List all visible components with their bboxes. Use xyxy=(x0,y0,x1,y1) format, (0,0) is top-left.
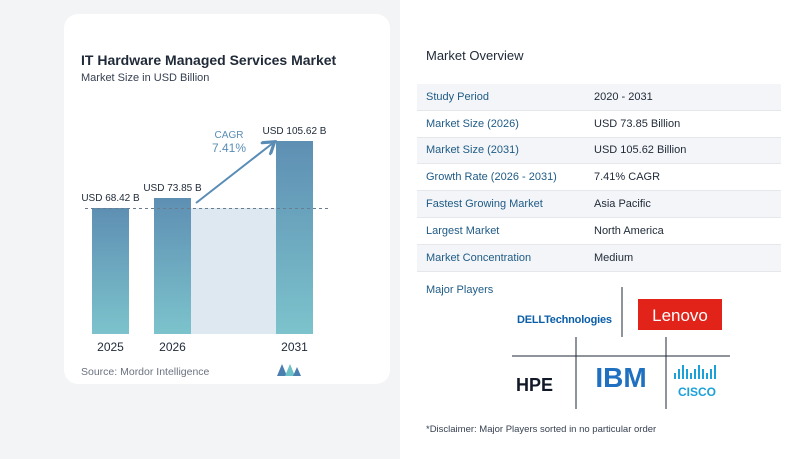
overview-value: Asia Pacific xyxy=(594,198,651,211)
svg-text:HPE: HPE xyxy=(516,375,553,395)
data-label-2031: USD 105.62 B xyxy=(263,126,327,137)
category-label-2031: 2031 xyxy=(281,340,308,354)
overview-row: Study Period 2020 - 2031 xyxy=(417,84,781,111)
cagr-label: CAGR xyxy=(215,130,244,141)
players-logos: DELLTechnologies Lenovo HPE IBM CISCO xyxy=(512,287,730,409)
chart-title: IT Hardware Managed Services Market xyxy=(81,52,337,68)
overview-label: Study Period xyxy=(426,90,489,103)
bar-2025 xyxy=(92,208,129,334)
cagr-arrow xyxy=(195,143,273,204)
bar-2031 xyxy=(276,141,313,334)
ibm-logo-icon: IBM xyxy=(595,362,646,393)
overview-row: Market Concentration Medium xyxy=(417,244,781,272)
overview-value: Medium xyxy=(594,251,634,264)
data-label-2025: USD 68.42 B xyxy=(81,193,140,204)
cagr-value: 7.41% xyxy=(212,141,246,155)
overview-row: Fastest Growing Market Asia Pacific xyxy=(417,191,781,218)
overview-value: USD 105.62 Billion xyxy=(594,144,687,157)
overview-row: Market Size (2031) USD 105.62 Billion xyxy=(417,137,781,165)
disclaimer: *Disclaimer: Major Players sorted in no … xyxy=(426,424,657,435)
svg-text:Lenovo: Lenovo xyxy=(652,306,708,325)
players-title: Major Players xyxy=(426,284,494,296)
mordor-logo-icon xyxy=(277,364,301,376)
overview-label: Market Size (2031) xyxy=(426,144,519,157)
overview-panel xyxy=(400,0,800,459)
overview-value: USD 73.85 Billion xyxy=(594,117,681,130)
dell-logo-icon: DELLTechnologies xyxy=(517,314,612,326)
overview-value: 2020 - 2031 xyxy=(594,90,653,103)
svg-text:DELLTechnologies: DELLTechnologies xyxy=(517,314,612,326)
overview-label: Largest Market xyxy=(426,224,500,237)
overview-label: Fastest Growing Market xyxy=(426,198,543,211)
overview-row: Largest Market North America xyxy=(417,218,781,245)
source-note: Source: Mordor Intelligence xyxy=(81,366,210,378)
category-label-2026: 2026 xyxy=(159,340,186,354)
overview-label: Market Concentration xyxy=(426,251,532,264)
category-label-2025: 2025 xyxy=(97,340,124,354)
overview-title: Market Overview xyxy=(426,48,524,63)
overview-value: 7.41% CAGR xyxy=(594,171,661,184)
growth-band xyxy=(191,208,276,334)
overview-label: Market Size (2026) xyxy=(426,117,519,130)
overview-row: Growth Rate (2026 - 2031) 7.41% CAGR xyxy=(417,164,781,192)
overview-table: Study Period 2020 - 2031 Market Size (202… xyxy=(417,84,781,272)
overview-row: Market Size (2026) USD 73.85 Billion xyxy=(417,111,781,138)
data-label-2026: USD 73.85 B xyxy=(143,183,202,194)
svg-text:CISCO: CISCO xyxy=(678,385,716,399)
hpe-logo-icon: HPE xyxy=(516,375,553,395)
svg-text:IBM: IBM xyxy=(595,362,646,393)
overview-value: North America xyxy=(594,224,664,237)
cisco-logo-icon: CISCO xyxy=(674,365,716,399)
chart-subtitle: Market Size in USD Billion xyxy=(81,72,210,84)
lenovo-logo-icon: Lenovo xyxy=(638,299,722,330)
bar-2026 xyxy=(154,198,191,334)
overview-label: Growth Rate (2026 - 2031) xyxy=(426,171,557,184)
